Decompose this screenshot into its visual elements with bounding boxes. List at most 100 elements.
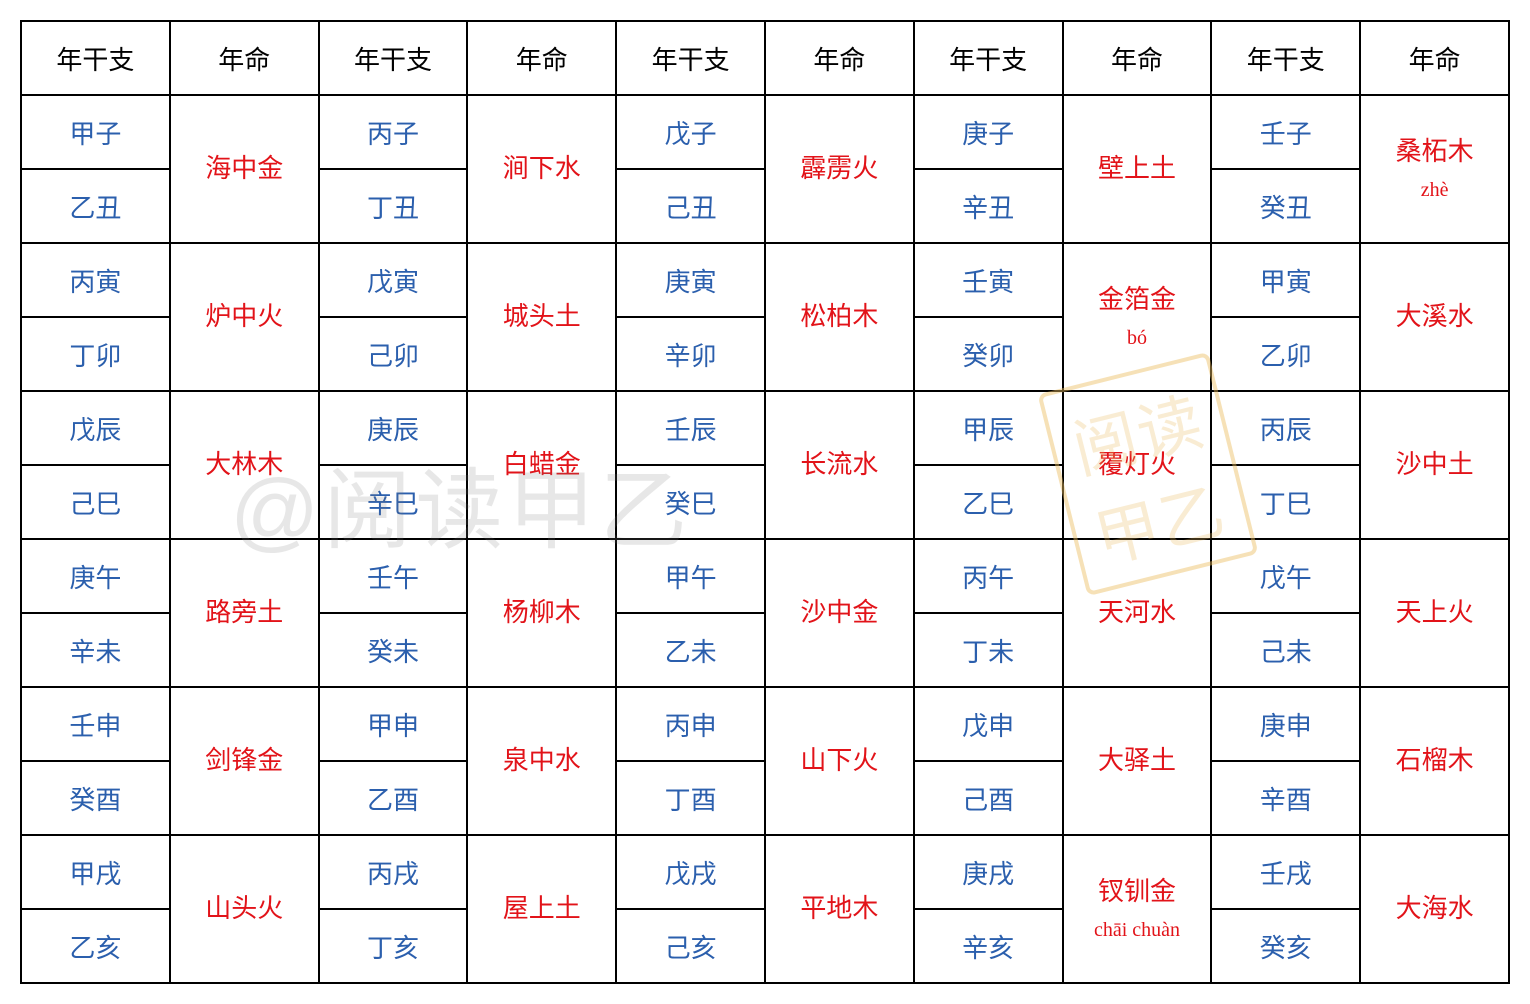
ganzhi-cell: 辛卯 (616, 317, 765, 391)
ganzhi-cell: 丙申 (616, 687, 765, 761)
ming-cell: 山下火 (765, 687, 914, 835)
ming-main: 山下火 (766, 743, 913, 779)
header-row: 年干支 年命 年干支 年命 年干支 年命 年干支 年命 年干支 年命 (21, 21, 1509, 95)
ganzhi-cell: 己酉 (914, 761, 1063, 835)
ganzhi-cell: 庚申 (1211, 687, 1360, 761)
table-row: 戊辰大林木庚辰白蜡金壬辰长流水甲辰覆灯火丙辰沙中土 (21, 391, 1509, 465)
ganzhi-cell: 辛未 (21, 613, 170, 687)
ganzhi-cell: 甲戌 (21, 835, 170, 909)
ganzhi-cell: 壬子 (1211, 95, 1360, 169)
ming-pinyin: chāi chuàn (1064, 916, 1211, 944)
ming-main: 大驿土 (1064, 743, 1211, 779)
ming-main: 大林木 (171, 447, 318, 483)
ming-cell: 大海水 (1360, 835, 1509, 983)
ming-main: 山头火 (171, 891, 318, 927)
ming-main: 剑锋金 (171, 743, 318, 779)
ganzhi-cell: 甲辰 (914, 391, 1063, 465)
ming-main: 长流水 (766, 447, 913, 483)
ming-cell: 大林木 (170, 391, 319, 539)
ganzhi-cell: 辛丑 (914, 169, 1063, 243)
header-cell: 年干支 (319, 21, 468, 95)
table-body: 甲子海中金丙子涧下水戊子霹雳火庚子壁上土壬子桑柘木zhè乙丑丁丑己丑辛丑癸丑丙寅… (21, 95, 1509, 983)
table-row: 甲戌山头火丙戌屋上土戊戌平地木庚戌钗钏金chāi chuàn壬戌大海水 (21, 835, 1509, 909)
ming-cell: 路旁土 (170, 539, 319, 687)
ganzhi-cell: 丁丑 (319, 169, 468, 243)
ming-pinyin: bó (1064, 324, 1211, 352)
ming-cell: 霹雳火 (765, 95, 914, 243)
ming-cell: 海中金 (170, 95, 319, 243)
ming-cell: 杨柳木 (467, 539, 616, 687)
ming-cell: 大溪水 (1360, 243, 1509, 391)
ming-main: 覆灯火 (1064, 447, 1211, 483)
ganzhi-cell: 丁酉 (616, 761, 765, 835)
ganzhi-cell: 丁未 (914, 613, 1063, 687)
ganzhi-cell: 辛巳 (319, 465, 468, 539)
ganzhi-cell: 甲申 (319, 687, 468, 761)
ming-main: 炉中火 (171, 299, 318, 335)
ganzhi-cell: 乙亥 (21, 909, 170, 983)
header-cell: 年命 (170, 21, 319, 95)
ming-main: 松柏木 (766, 299, 913, 335)
ganzhi-cell: 乙丑 (21, 169, 170, 243)
ming-cell: 炉中火 (170, 243, 319, 391)
ming-main: 沙中金 (766, 595, 913, 631)
ganzhi-cell: 丙戌 (319, 835, 468, 909)
table-row: 庚午路旁土壬午杨柳木甲午沙中金丙午天河水戊午天上火 (21, 539, 1509, 613)
ming-main: 金箔金 (1064, 282, 1211, 318)
ganzhi-cell: 乙酉 (319, 761, 468, 835)
ming-main: 平地木 (766, 891, 913, 927)
ganzhi-cell: 甲午 (616, 539, 765, 613)
header-cell: 年干支 (616, 21, 765, 95)
ganzhi-cell: 己未 (1211, 613, 1360, 687)
ganzhi-cell: 壬寅 (914, 243, 1063, 317)
table-row: 甲子海中金丙子涧下水戊子霹雳火庚子壁上土壬子桑柘木zhè (21, 95, 1509, 169)
ming-cell: 沙中金 (765, 539, 914, 687)
ming-cell: 涧下水 (467, 95, 616, 243)
ganzhi-cell: 壬辰 (616, 391, 765, 465)
ganzhi-cell: 辛酉 (1211, 761, 1360, 835)
ganzhi-cell: 癸卯 (914, 317, 1063, 391)
ganzhi-cell: 丙寅 (21, 243, 170, 317)
ming-cell: 天河水 (1063, 539, 1212, 687)
ganzhi-cell: 乙卯 (1211, 317, 1360, 391)
ganzhi-cell: 戊子 (616, 95, 765, 169)
header-cell: 年命 (467, 21, 616, 95)
ganzhi-cell: 庚辰 (319, 391, 468, 465)
header-cell: 年干支 (1211, 21, 1360, 95)
table-row: 壬申剑锋金甲申泉中水丙申山下火戊申大驿土庚申石榴木 (21, 687, 1509, 761)
ming-cell: 白蜡金 (467, 391, 616, 539)
ming-main: 屋上土 (468, 891, 615, 927)
ganzhi-cell: 戊午 (1211, 539, 1360, 613)
ming-cell: 金箔金 bó (1063, 243, 1212, 391)
ming-main: 壁上土 (1064, 151, 1211, 187)
ming-main: 桑柘木 (1361, 134, 1508, 170)
ganzhi-cell: 丁亥 (319, 909, 468, 983)
ming-main: 天上火 (1361, 595, 1508, 631)
ming-cell: 剑锋金 (170, 687, 319, 835)
ganzhi-cell: 癸亥 (1211, 909, 1360, 983)
ganzhi-cell: 戊申 (914, 687, 1063, 761)
header-cell: 年命 (1360, 21, 1509, 95)
ganzhi-cell: 己巳 (21, 465, 170, 539)
ming-cell: 桑柘木zhè (1360, 95, 1509, 243)
ming-cell: 钗钏金chāi chuàn (1063, 835, 1212, 983)
ganzhi-cell: 己丑 (616, 169, 765, 243)
ming-main: 路旁土 (171, 595, 318, 631)
ganzhi-cell: 甲寅 (1211, 243, 1360, 317)
ganzhi-cell: 甲子 (21, 95, 170, 169)
nayin-table-wrapper: 年干支 年命 年干支 年命 年干支 年命 年干支 年命 年干支 年命 甲子海中金… (20, 20, 1510, 984)
ganzhi-cell: 辛亥 (914, 909, 1063, 983)
ming-main: 霹雳火 (766, 151, 913, 187)
ming-main: 涧下水 (468, 151, 615, 187)
ming-main: 石榴木 (1361, 743, 1508, 779)
ming-cell: 大驿土 (1063, 687, 1212, 835)
ganzhi-cell: 庚子 (914, 95, 1063, 169)
ming-cell: 屋上土 (467, 835, 616, 983)
ming-cell: 平地木 (765, 835, 914, 983)
ming-cell: 壁上土 (1063, 95, 1212, 243)
ganzhi-cell: 癸酉 (21, 761, 170, 835)
ganzhi-cell: 戊辰 (21, 391, 170, 465)
ming-cell: 沙中土 (1360, 391, 1509, 539)
ganzhi-cell: 庚午 (21, 539, 170, 613)
ming-main: 杨柳木 (468, 595, 615, 631)
